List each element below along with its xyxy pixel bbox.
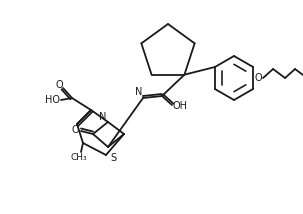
Text: O: O bbox=[254, 73, 262, 83]
Text: CH₃: CH₃ bbox=[71, 153, 87, 162]
Text: N: N bbox=[135, 87, 143, 97]
Text: S: S bbox=[110, 153, 116, 163]
Text: OH: OH bbox=[172, 101, 188, 111]
Text: HO: HO bbox=[45, 95, 59, 105]
Text: O: O bbox=[55, 80, 63, 90]
Text: N: N bbox=[99, 112, 107, 122]
Text: O: O bbox=[71, 125, 79, 135]
